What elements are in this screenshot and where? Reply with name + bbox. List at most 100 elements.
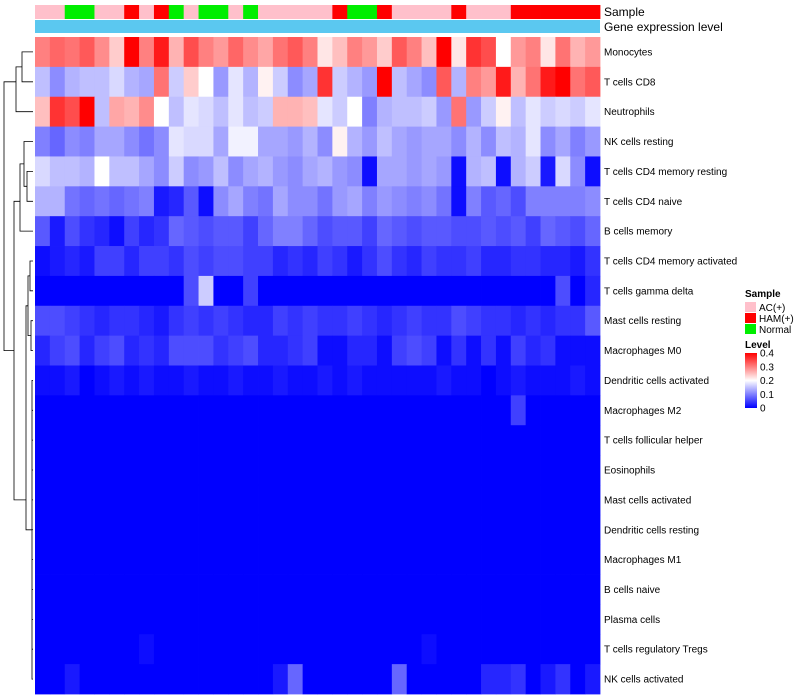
heatmap-cell <box>109 335 125 366</box>
heatmap-cell <box>347 365 363 396</box>
heatmap-cell <box>362 66 378 98</box>
row-label: Macrophages M0 <box>604 346 682 357</box>
heatmap-cell <box>228 634 244 665</box>
heatmap-cell <box>258 425 274 456</box>
heatmap-cell <box>49 425 66 456</box>
heatmap-cell <box>362 275 378 307</box>
heatmap-cell <box>153 514 170 546</box>
heatmap-cell <box>570 96 586 127</box>
heatmap-cell <box>466 186 482 217</box>
dendrogram-branch <box>30 320 33 352</box>
heatmap-cell <box>64 664 81 695</box>
heatmap-cell <box>124 305 140 337</box>
heatmap-cell <box>213 514 229 546</box>
heatmap-cell <box>168 335 185 366</box>
heatmap-cell <box>481 305 497 337</box>
heatmap-cell <box>540 484 556 516</box>
heatmap-cell <box>347 275 363 307</box>
heatmap-cell <box>153 37 170 68</box>
heatmap-cell <box>362 544 378 575</box>
heatmap-cell <box>213 544 229 575</box>
heatmap-cell <box>64 126 81 157</box>
heatmap-cell <box>317 305 333 337</box>
heatmap-cell <box>168 484 185 516</box>
heatmap-cell <box>376 604 393 635</box>
heatmap-cell <box>124 216 140 247</box>
heatmap-cell <box>287 96 304 127</box>
heatmap-cell <box>317 216 333 247</box>
heatmap-cell <box>79 66 95 98</box>
heatmap-cell <box>272 664 289 695</box>
heatmap-cell <box>153 126 170 157</box>
heatmap-cell <box>495 484 512 516</box>
heatmap-cell <box>153 66 170 98</box>
heatmap-cell <box>198 664 214 695</box>
heatmap-cell <box>287 484 304 516</box>
heatmap-cell <box>332 156 348 187</box>
heatmap-cell <box>436 514 452 546</box>
heatmap-cell <box>139 544 155 575</box>
heatmap-cell <box>555 37 571 68</box>
heatmap-cell <box>243 275 259 307</box>
heatmap-cell <box>525 37 541 68</box>
heatmap-cell <box>35 66 51 98</box>
heatmap-cell <box>139 604 155 635</box>
sample-annotation-cell <box>168 5 185 19</box>
heatmap-cell <box>35 275 51 307</box>
row-label: Macrophages M1 <box>604 555 682 566</box>
heatmap-cell <box>79 455 95 486</box>
heatmap-cell <box>139 395 155 426</box>
heatmap-cell <box>466 664 482 695</box>
heatmap-cell <box>287 275 304 307</box>
heatmap-cell <box>421 634 437 665</box>
heatmap-cell <box>124 484 140 516</box>
sample-annotation-cell <box>555 5 571 19</box>
heatmap-cell <box>124 37 140 68</box>
heatmap-cell <box>451 156 467 187</box>
row-label: T cells regulatory Tregs <box>604 645 708 656</box>
heatmap-cell <box>362 604 378 635</box>
heatmap-cell <box>481 335 497 366</box>
heatmap-cell <box>540 66 556 98</box>
heatmap-cell <box>495 37 512 68</box>
heatmap-cell <box>287 574 304 605</box>
heatmap-cell <box>287 425 304 456</box>
heatmap-cell <box>287 604 304 635</box>
heatmap-cell <box>109 604 125 635</box>
heatmap-cell <box>436 246 452 277</box>
dendrogram-branch <box>3 81 16 352</box>
level-legend-tick: 0 <box>760 404 766 415</box>
heatmap-cell <box>79 156 95 187</box>
heatmap-cell <box>555 664 571 695</box>
heatmap-cell <box>362 664 378 695</box>
row-label: Plasma cells <box>604 615 660 626</box>
heatmap-cell <box>570 425 586 456</box>
heatmap-cell <box>317 484 333 516</box>
heatmap-cell <box>481 484 497 516</box>
dendrogram-branch <box>21 51 33 83</box>
heatmap-cell <box>481 96 497 127</box>
heatmap-cell <box>510 156 527 187</box>
heatmap-cell <box>258 246 274 277</box>
heatmap-cell <box>35 574 51 605</box>
heatmap-cell <box>332 395 348 426</box>
heatmap-cell <box>555 335 571 366</box>
heatmap-cell <box>376 395 393 426</box>
heatmap-cell <box>525 305 541 337</box>
heatmap-cell <box>168 126 185 157</box>
heatmap-cell <box>79 246 95 277</box>
sample-annotation-cell <box>79 5 95 19</box>
heatmap-cell <box>376 156 393 187</box>
heatmap-cell <box>64 604 81 635</box>
heatmap-cell <box>153 186 170 217</box>
heatmap-cell <box>35 246 51 277</box>
heatmap-cell <box>495 305 512 337</box>
heatmap-cell <box>228 365 244 396</box>
heatmap-cell <box>258 544 274 575</box>
heatmap-cell <box>570 126 586 157</box>
heatmap-cell <box>362 574 378 605</box>
heatmap-cell <box>213 484 229 516</box>
heatmap-cell <box>332 186 348 217</box>
heatmap-cell <box>540 514 556 546</box>
heatmap-cell <box>570 246 586 277</box>
